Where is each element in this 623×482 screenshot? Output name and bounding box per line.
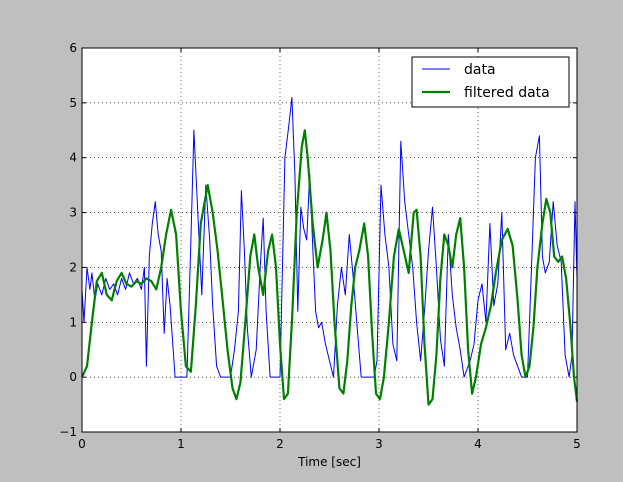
y-tick-label: 5 [69, 96, 77, 110]
legend-entry: data [464, 62, 496, 78]
y-tick-label: 6 [69, 41, 77, 55]
x-tick-label: 1 [177, 437, 185, 451]
x-tick-label: 0 [78, 437, 86, 451]
x-axis-label: Time [sec] [297, 455, 361, 469]
series-line-0 [81, 96, 578, 378]
series-line-1 [81, 129, 579, 406]
x-tick-label: 3 [375, 437, 383, 451]
plot-frame [81, 47, 578, 433]
y-tick-label: 2 [69, 260, 77, 274]
legend-box [411, 56, 570, 108]
y-tick-label: 4 [69, 151, 77, 165]
x-tick-label: 2 [276, 437, 284, 451]
y-tick-label: 3 [69, 206, 77, 220]
y-tick-label: 0 [69, 370, 77, 384]
y-tick-label: −1 [59, 425, 77, 439]
x-tick-label: 5 [573, 437, 581, 451]
y-tick-label: 1 [69, 315, 77, 329]
x-tick-label: 4 [474, 437, 482, 451]
legend-entry: filtered data [464, 85, 550, 101]
